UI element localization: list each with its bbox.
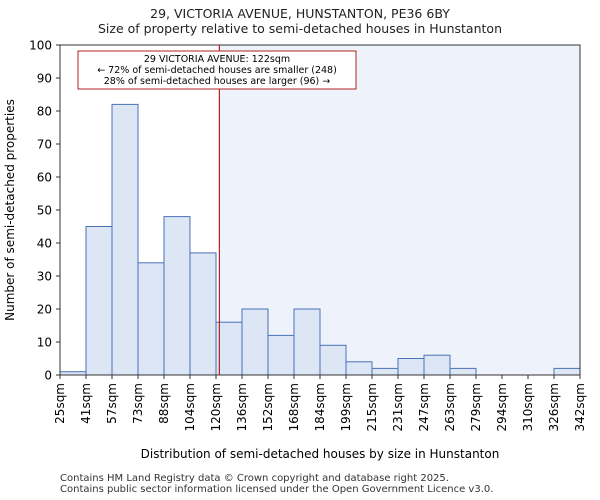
x-tick-label: 73sqm xyxy=(131,383,145,424)
x-tick-label: 41sqm xyxy=(79,383,93,424)
y-tick-label: 30 xyxy=(37,270,52,284)
x-tick-label: 57sqm xyxy=(105,383,119,424)
annotation-line-2: ← 72% of semi-detached houses are smalle… xyxy=(97,65,337,76)
histogram-bar xyxy=(371,367,399,376)
x-tick-label: 152sqm xyxy=(261,383,275,431)
x-tick-label: 184sqm xyxy=(313,383,327,431)
x-tick-label: 215sqm xyxy=(365,383,379,431)
x-tick-label: 231sqm xyxy=(391,383,405,431)
histogram-bar xyxy=(241,308,269,376)
x-tick-label: 25sqm xyxy=(53,383,67,424)
histogram-bar xyxy=(267,334,295,376)
annotation-line-3: 28% of semi-detached houses are larger (… xyxy=(104,76,331,87)
histogram-bar xyxy=(319,344,347,376)
histogram-bar xyxy=(449,367,477,376)
x-tick-label: 104sqm xyxy=(183,383,197,431)
x-tick-label: 263sqm xyxy=(443,383,457,431)
annotation-line-1: 29 VICTORIA AVENUE: 122sqm xyxy=(144,54,290,65)
histogram-bar xyxy=(163,216,191,376)
x-tick-label: 199sqm xyxy=(339,383,353,431)
y-tick-label: 90 xyxy=(37,72,52,86)
y-tick-label: 20 xyxy=(37,303,52,317)
x-tick-label: 342sqm xyxy=(573,383,587,431)
histogram-bar xyxy=(111,103,139,376)
y-tick-label: 80 xyxy=(37,105,52,119)
histogram-bar xyxy=(189,252,217,376)
y-tick-label: 0 xyxy=(44,369,52,383)
histogram-bar xyxy=(85,226,113,376)
x-tick-label: 310sqm xyxy=(521,383,535,431)
y-tick-label: 60 xyxy=(37,171,52,185)
y-tick-label: 10 xyxy=(37,336,52,350)
histogram-bar xyxy=(137,262,165,376)
y-tick-label: 40 xyxy=(37,237,52,251)
x-tick-label: 247sqm xyxy=(417,383,431,431)
x-axis-label: Distribution of semi-detached houses by … xyxy=(141,447,500,461)
footer-line-2: Contains public sector information licen… xyxy=(60,484,494,495)
x-tick-label: 88sqm xyxy=(157,383,171,424)
annotation-box: 29 VICTORIA AVENUE: 122sqm ← 72% of semi… xyxy=(77,50,357,90)
histogram-bar xyxy=(345,361,373,376)
x-tick-label: 279sqm xyxy=(469,383,483,431)
larger-region-highlight xyxy=(219,45,580,375)
histogram-bar xyxy=(553,367,581,376)
y-tick-label: 100 xyxy=(29,39,52,53)
x-tick-label: 294sqm xyxy=(495,383,509,431)
chart-title: 29, VICTORIA AVENUE, HUNSTANTON, PE36 6B… xyxy=(150,6,450,21)
x-tick-label: 168sqm xyxy=(287,383,301,431)
histogram-bar xyxy=(423,354,451,376)
y-axis-label: Number of semi-detached properties xyxy=(3,99,17,321)
histogram-bar xyxy=(397,358,425,376)
x-tick-label: 326sqm xyxy=(547,383,561,431)
histogram-bar xyxy=(293,308,321,376)
y-tick-label: 50 xyxy=(37,204,52,218)
footer-line-1: Contains HM Land Registry data © Crown c… xyxy=(60,473,449,484)
chart-subtitle: Size of property relative to semi-detach… xyxy=(98,21,502,36)
x-tick-label: 120sqm xyxy=(209,383,223,431)
x-tick-label: 136sqm xyxy=(235,383,249,431)
y-tick-label: 70 xyxy=(37,138,52,152)
